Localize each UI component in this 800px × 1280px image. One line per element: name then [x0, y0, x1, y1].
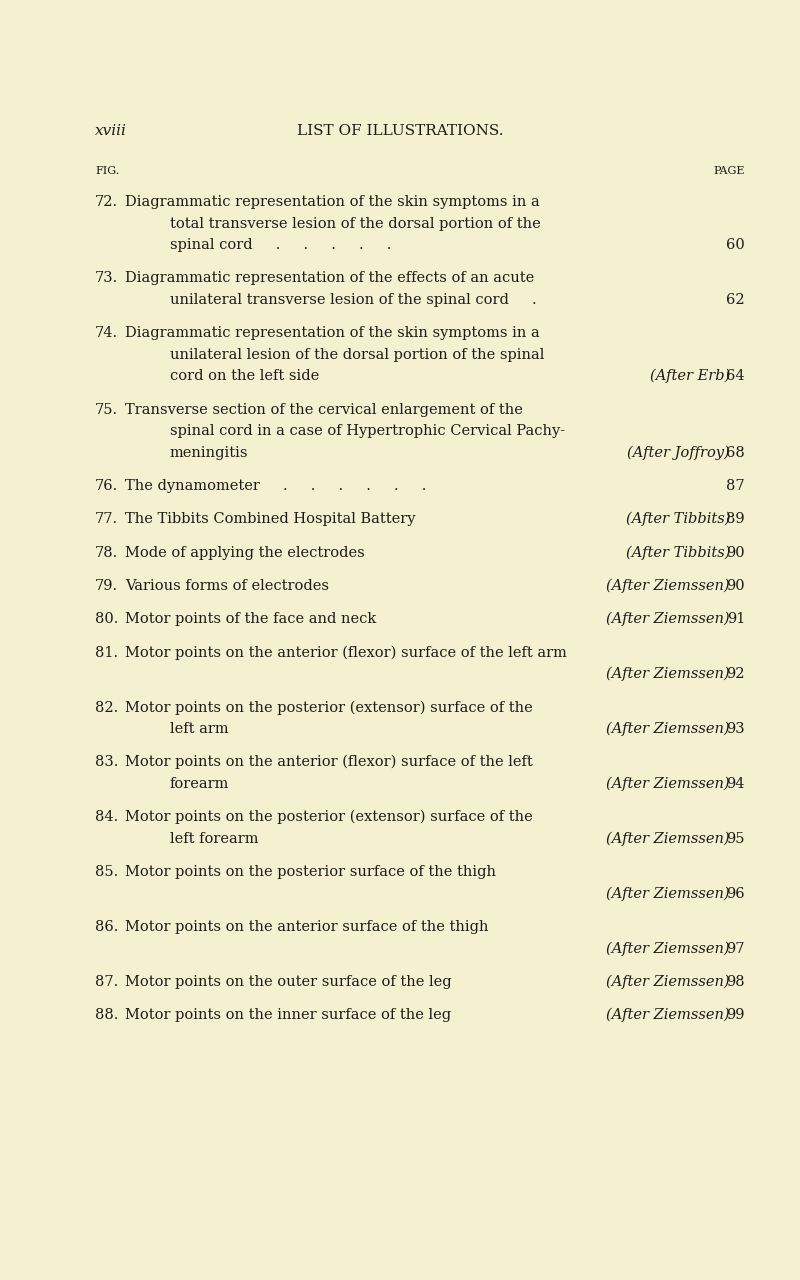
Text: (After Tibbits): (After Tibbits) — [626, 545, 730, 559]
Text: (After Ziemssen): (After Ziemssen) — [606, 886, 730, 901]
Text: 60: 60 — [726, 238, 745, 252]
Text: 77.: 77. — [95, 512, 118, 526]
Text: (After Tibbits): (After Tibbits) — [626, 512, 730, 526]
Text: Diagrammatic representation of the skin symptoms in a: Diagrammatic representation of the skin … — [125, 326, 540, 340]
Text: Motor points on the inner surface of the leg: Motor points on the inner surface of the… — [125, 1009, 451, 1023]
Text: 81.: 81. — [95, 645, 118, 659]
Text: meningitis: meningitis — [170, 445, 249, 460]
Text: Transverse section of the cervical enlargement of the: Transverse section of the cervical enlar… — [125, 403, 523, 417]
Text: 90: 90 — [726, 579, 745, 593]
Text: Motor points of the face and neck: Motor points of the face and neck — [125, 612, 376, 626]
Text: xviii: xviii — [95, 124, 127, 138]
Text: 85.: 85. — [95, 865, 118, 879]
Text: 92: 92 — [726, 667, 745, 681]
Text: Various forms of electrodes: Various forms of electrodes — [125, 579, 329, 593]
Text: FIG.: FIG. — [95, 165, 119, 175]
Text: (After Erb): (After Erb) — [650, 369, 730, 383]
Text: (After Ziemssen): (After Ziemssen) — [606, 777, 730, 791]
Text: Diagrammatic representation of the skin symptoms in a: Diagrammatic representation of the skin … — [125, 195, 540, 209]
Text: (After Joffroy): (After Joffroy) — [627, 445, 730, 460]
Text: 95: 95 — [726, 832, 745, 846]
Text: cord on the left side: cord on the left side — [170, 370, 319, 383]
Text: 97: 97 — [726, 942, 745, 956]
Text: 78.: 78. — [95, 545, 118, 559]
Text: Motor points on the posterior (extensor) surface of the: Motor points on the posterior (extensor)… — [125, 700, 533, 714]
Text: Motor points on the posterior surface of the thigh: Motor points on the posterior surface of… — [125, 865, 496, 879]
Text: Motor points on the anterior (flexor) surface of the left arm: Motor points on the anterior (flexor) su… — [125, 645, 567, 659]
Text: (After Ziemssen): (After Ziemssen) — [606, 974, 730, 989]
Text: Motor points on the anterior surface of the thigh: Motor points on the anterior surface of … — [125, 920, 489, 934]
Text: left arm: left arm — [170, 722, 229, 736]
Text: (After Ziemssen): (After Ziemssen) — [606, 832, 730, 846]
Text: 94: 94 — [726, 777, 745, 791]
Text: 88.: 88. — [95, 1009, 118, 1023]
Text: spinal cord in a case of Hypertrophic Cervical Pachy-: spinal cord in a case of Hypertrophic Ce… — [170, 424, 565, 438]
Text: 93: 93 — [726, 722, 745, 736]
Text: (After Ziemssen): (After Ziemssen) — [606, 612, 730, 626]
Text: 64: 64 — [726, 370, 745, 383]
Text: PAGE: PAGE — [714, 165, 745, 175]
Text: unilateral lesion of the dorsal portion of the spinal: unilateral lesion of the dorsal portion … — [170, 348, 544, 362]
Text: 74.: 74. — [95, 326, 118, 340]
Text: 62: 62 — [726, 293, 745, 307]
Text: 86.: 86. — [95, 920, 118, 934]
Text: 82.: 82. — [95, 700, 118, 714]
Text: 91: 91 — [726, 612, 745, 626]
Text: The dynamometer     .     .     .     .     .     .: The dynamometer . . . . . . — [125, 479, 426, 493]
Text: left forearm: left forearm — [170, 832, 258, 846]
Text: (After Ziemssen): (After Ziemssen) — [606, 722, 730, 736]
Text: 68: 68 — [726, 445, 745, 460]
Text: 83.: 83. — [95, 755, 118, 769]
Text: Motor points on the anterior (flexor) surface of the left: Motor points on the anterior (flexor) su… — [125, 755, 533, 769]
Text: total transverse lesion of the dorsal portion of the: total transverse lesion of the dorsal po… — [170, 216, 541, 230]
Text: 80.: 80. — [95, 612, 118, 626]
Text: 98: 98 — [726, 975, 745, 989]
Text: 76.: 76. — [95, 479, 118, 493]
Text: 75.: 75. — [95, 403, 118, 417]
Text: (After Ziemssen): (After Ziemssen) — [606, 1007, 730, 1023]
Text: 72.: 72. — [95, 195, 118, 209]
Text: Diagrammatic representation of the effects of an acute: Diagrammatic representation of the effec… — [125, 271, 534, 285]
Text: 73.: 73. — [95, 271, 118, 285]
Text: 96: 96 — [726, 887, 745, 901]
Text: 84.: 84. — [95, 810, 118, 824]
Text: Motor points on the outer surface of the leg: Motor points on the outer surface of the… — [125, 975, 452, 989]
Text: spinal cord     .     .     .     .     .: spinal cord . . . . . — [170, 238, 391, 252]
Text: unilateral transverse lesion of the spinal cord     .: unilateral transverse lesion of the spin… — [170, 293, 537, 307]
Text: (After Ziemssen): (After Ziemssen) — [606, 941, 730, 956]
Text: 79.: 79. — [95, 579, 118, 593]
Text: LIST OF ILLUSTRATIONS.: LIST OF ILLUSTRATIONS. — [297, 124, 503, 138]
Text: Mode of applying the electrodes: Mode of applying the electrodes — [125, 545, 365, 559]
Text: 99: 99 — [726, 1009, 745, 1023]
Text: The Tibbits Combined Hospital Battery: The Tibbits Combined Hospital Battery — [125, 512, 415, 526]
Text: 90: 90 — [726, 545, 745, 559]
Text: forearm: forearm — [170, 777, 230, 791]
Text: 87.: 87. — [95, 975, 118, 989]
Text: (After Ziemssen): (After Ziemssen) — [606, 667, 730, 681]
Text: 87: 87 — [726, 479, 745, 493]
Text: Motor points on the posterior (extensor) surface of the: Motor points on the posterior (extensor)… — [125, 810, 533, 824]
Text: 89: 89 — [726, 512, 745, 526]
Text: (After Ziemssen): (After Ziemssen) — [606, 579, 730, 593]
